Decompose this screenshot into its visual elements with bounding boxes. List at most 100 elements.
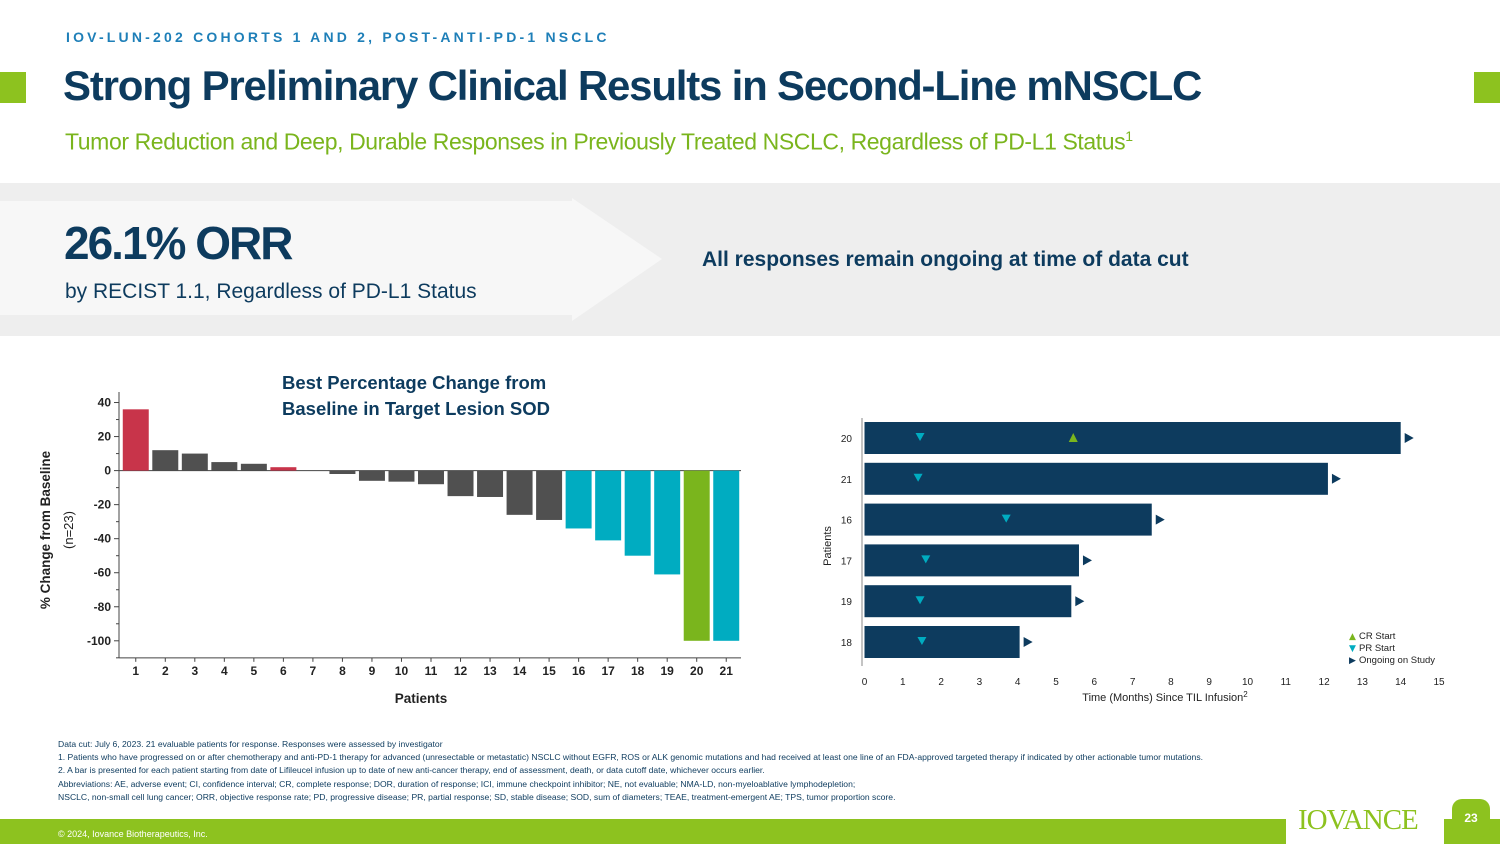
left-accent-square [0, 72, 26, 103]
waterfall-bar [447, 470, 474, 497]
waterfall-bar [713, 470, 740, 641]
waterfall-bar [683, 470, 710, 641]
footnote-line: 2. A bar is presented for each patient s… [58, 765, 765, 776]
x-tick-label: 1 [900, 677, 906, 688]
x-tick-label: 9 [369, 664, 376, 678]
x-tick-label: 8 [339, 664, 346, 678]
y-axis-label: Patients [822, 526, 834, 566]
waterfall-title: Best Percentage Change from Baseline in … [282, 372, 550, 419]
waterfall-bar [418, 470, 444, 485]
footnotes: Data cut: July 6, 2023. 21 evaluable pat… [58, 738, 1203, 804]
y-tick-label: -100 [87, 634, 111, 648]
ongoing-marker [1082, 555, 1092, 566]
arrow-graphic [0, 198, 662, 321]
arrow-shape [0, 198, 662, 321]
x-tick-label: 5 [251, 664, 258, 678]
x-axis-label: Patients [395, 691, 448, 706]
ongoing-marker [1155, 514, 1165, 525]
x-tick-label: 6 [1092, 677, 1098, 688]
y-tick-label: 40 [98, 396, 112, 410]
footnote-line: NSCLC, non-small cell lung cancer; ORR, … [58, 791, 896, 802]
waterfall-bar [181, 453, 208, 471]
right-accent-square [1474, 72, 1500, 103]
x-tick-label: 5 [1053, 677, 1059, 688]
x-axis-label: Time (Months) Since TIL Infusion2 [1082, 690, 1248, 704]
x-axis-label-sup: 2 [1243, 690, 1248, 699]
y-tick-label: -60 [94, 566, 112, 580]
x-tick-label: 10 [1242, 677, 1254, 688]
subtitle-text: Tumor Reduction and Deep, Durable Respon… [65, 128, 1126, 155]
legend-label: CR Start [1359, 631, 1396, 642]
waterfall-bar [240, 463, 267, 471]
orr-value: 26.1% ORR [64, 217, 293, 269]
patient-bar [864, 544, 1079, 577]
patient-label: 17 [841, 556, 853, 567]
ongoing-marker [1023, 637, 1033, 647]
ongoing-marker [1075, 596, 1085, 607]
patient-label: 21 [841, 475, 853, 486]
patient-label: 18 [841, 638, 853, 649]
x-tick-label: 8 [1168, 677, 1174, 688]
eyebrow: IOV-LUN-202 COHORTS 1 AND 2, POST-ANTI-P… [66, 29, 610, 45]
x-tick-label: 7 [1130, 677, 1136, 688]
patient-bar [864, 503, 1152, 536]
waterfall-bar [329, 470, 356, 475]
page-number: 23 [1452, 799, 1490, 837]
pr-start-marker [915, 433, 925, 441]
y-tick-label: -40 [94, 532, 112, 546]
logo-background [1286, 795, 1444, 844]
x-tick-label: 21 [720, 664, 734, 678]
x-tick-label: 14 [1395, 677, 1407, 688]
waterfall-bar [122, 409, 149, 471]
pr-start-marker [917, 637, 927, 645]
subtitle-footnote-ref: 1 [1125, 128, 1133, 144]
x-tick-label: 15 [1433, 677, 1445, 688]
x-tick-label: 4 [221, 664, 228, 678]
footnote-line: 1. Patients who have progressed on or af… [58, 752, 1204, 763]
page-subtitle: Tumor Reduction and Deep, Durable Respon… [65, 128, 1133, 156]
legend-symbol: ▶ [1349, 656, 1356, 666]
waterfall-bar [624, 470, 651, 556]
pr-start-marker [913, 473, 923, 482]
orr-subtitle: by RECIST 1.1, Regardless of PD-L1 Statu… [65, 280, 477, 303]
page-title: Strong Preliminary Clinical Results in S… [63, 62, 1202, 109]
x-tick-label: 13 [1357, 677, 1369, 688]
x-tick-label: 11 [425, 664, 438, 678]
x-tick-label: 3 [191, 664, 198, 678]
pr-start-marker [1001, 514, 1011, 523]
patient-label: 16 [841, 516, 853, 527]
x-tick-label: 12 [454, 664, 468, 678]
legend-symbol: ▼ [1349, 644, 1356, 654]
x-tick-label: 13 [483, 664, 497, 678]
waterfall-bar [270, 467, 297, 471]
waterfall-bar [595, 470, 622, 541]
x-tick-label: 2 [938, 677, 944, 688]
waterfall-bar [477, 470, 504, 497]
y-tick-label: -20 [94, 498, 112, 512]
x-tick-label: 16 [572, 664, 586, 678]
x-tick-label: 7 [310, 664, 317, 678]
legend-symbol: ▲ [1349, 632, 1356, 642]
y-tick-label: -80 [94, 600, 112, 614]
x-tick-label: 10 [395, 664, 409, 678]
x-tick-label: 11 [1281, 677, 1292, 688]
x-tick-label: 6 [280, 664, 287, 678]
x-tick-label: 0 [862, 677, 868, 688]
y-axis-sublabel: (n=23) [61, 511, 76, 549]
iovance-logo: IOVANCE [1298, 804, 1419, 836]
waterfall-bar [152, 450, 179, 471]
ongoing-marker [1331, 473, 1341, 484]
ongoing-statement: All responses remain ongoing at time of … [702, 248, 1189, 271]
patient-bar [864, 626, 1020, 658]
x-tick-label: 3 [977, 677, 983, 688]
legend-label: PR Start [1359, 643, 1395, 654]
y-tick-label: 20 [98, 430, 112, 444]
footer-bar [0, 819, 1500, 844]
patient-bar [864, 422, 1401, 454]
waterfall-bar [358, 470, 385, 481]
pr-start-marker [915, 596, 925, 605]
patient-label: 20 [841, 434, 853, 445]
x-tick-label: 17 [601, 664, 615, 678]
